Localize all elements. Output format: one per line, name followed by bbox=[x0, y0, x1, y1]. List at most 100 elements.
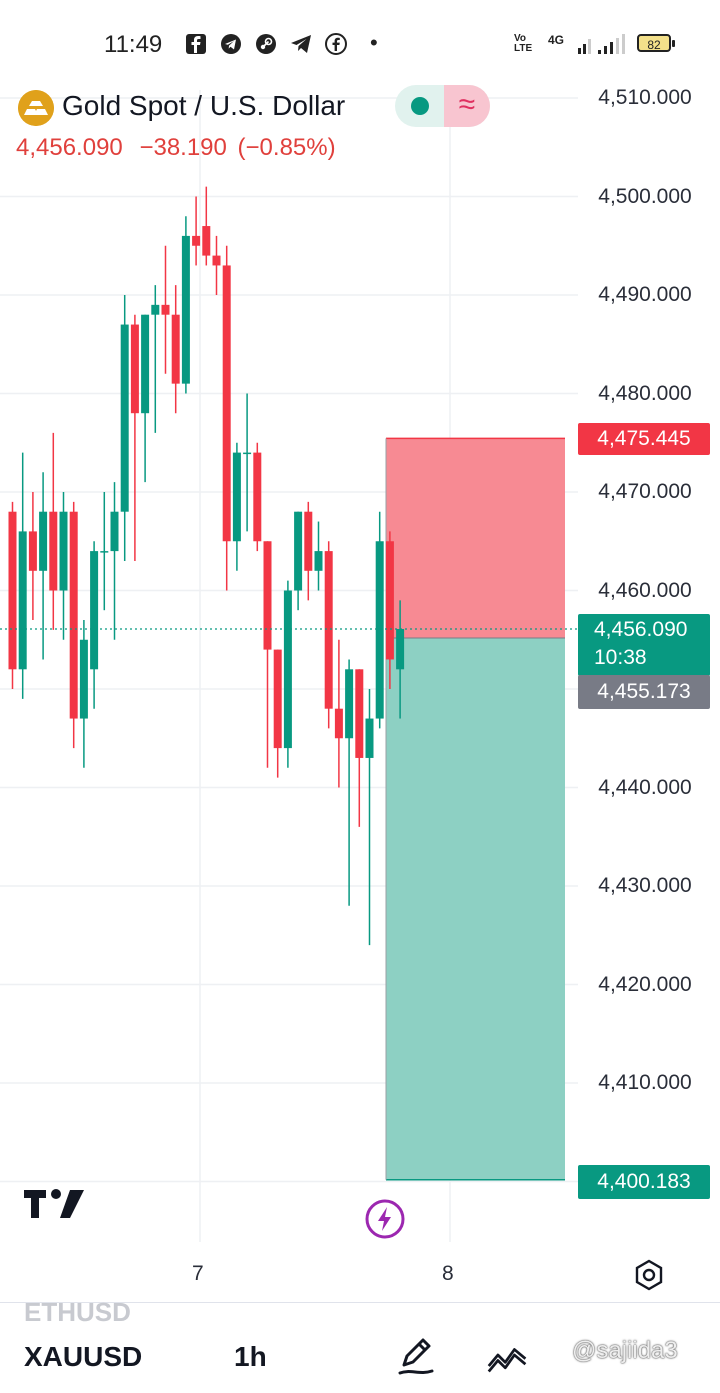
candle-body bbox=[253, 452, 262, 542]
candle bbox=[314, 521, 323, 591]
candle-body bbox=[8, 511, 17, 670]
candle-body bbox=[79, 639, 88, 719]
candle-body bbox=[294, 511, 303, 591]
candle-body bbox=[69, 511, 78, 719]
candle bbox=[28, 492, 37, 621]
chart-settings-icon[interactable] bbox=[632, 1258, 666, 1292]
candle bbox=[59, 492, 68, 640]
current-price-value: 4,456.090 bbox=[594, 618, 688, 641]
candle-body bbox=[130, 324, 139, 414]
candle-body bbox=[283, 590, 292, 749]
candle bbox=[141, 314, 150, 483]
candle-body bbox=[120, 324, 129, 512]
candle-body bbox=[141, 314, 150, 414]
chart-canvas[interactable] bbox=[0, 0, 720, 1300]
candle bbox=[79, 620, 88, 768]
candle bbox=[161, 245, 170, 374]
symbol-button[interactable]: XAUUSD bbox=[24, 1341, 143, 1372]
candle bbox=[212, 235, 221, 295]
candle bbox=[90, 541, 99, 709]
lightning-icon[interactable] bbox=[365, 1199, 405, 1239]
candle-body bbox=[375, 541, 384, 719]
quote-line: 4,456.090 −38.190 (−0.85%) bbox=[16, 134, 346, 162]
symbol-header[interactable]: Gold Spot / U.S. Dollar ≈ 4,456.090 −38.… bbox=[0, 80, 560, 170]
candle-body bbox=[263, 541, 272, 650]
target-price-badge: 4,400.183 bbox=[578, 1165, 710, 1199]
candle bbox=[181, 216, 190, 394]
candle-body bbox=[345, 669, 354, 739]
volte-indicator: Vo LTE bbox=[514, 33, 533, 54]
candle bbox=[324, 541, 333, 729]
candle bbox=[100, 492, 109, 611]
candle-body bbox=[192, 235, 201, 246]
candle-body bbox=[100, 551, 109, 553]
candle-body bbox=[171, 314, 180, 384]
candle-body bbox=[202, 226, 211, 256]
candle-body bbox=[324, 551, 333, 709]
candle bbox=[151, 285, 160, 433]
price-change-percent: (−0.85%) bbox=[237, 134, 336, 161]
candle-body bbox=[243, 452, 252, 455]
candle bbox=[192, 196, 201, 266]
instrument-title[interactable]: Gold Spot / U.S. Dollar bbox=[62, 90, 346, 121]
price-axis-label: 4,490.000 bbox=[598, 283, 692, 306]
interval-button[interactable]: 1h bbox=[234, 1341, 267, 1372]
price-axis-label: 4,500.000 bbox=[598, 184, 692, 208]
telegram-icon bbox=[221, 34, 241, 54]
candle bbox=[334, 639, 343, 788]
position-zones bbox=[385, 437, 565, 1181]
tradingview-logo-icon[interactable] bbox=[22, 1186, 86, 1220]
market-status-pill[interactable]: ≈ bbox=[395, 85, 490, 127]
network-type: 4G bbox=[548, 33, 565, 47]
candle bbox=[243, 393, 252, 532]
wave-icon: ≈ bbox=[444, 85, 490, 127]
candle bbox=[69, 501, 78, 749]
candle bbox=[222, 245, 231, 591]
candle-body bbox=[385, 541, 394, 660]
price-axis-label: 4,480.000 bbox=[598, 381, 692, 405]
signal-icon-2 bbox=[598, 34, 625, 54]
indicators-icon[interactable] bbox=[486, 1333, 530, 1377]
price-axis-label: 4,470.000 bbox=[598, 480, 692, 503]
candle-body bbox=[110, 511, 119, 552]
candle bbox=[110, 482, 119, 640]
candle bbox=[171, 285, 180, 414]
candle bbox=[49, 432, 58, 630]
candle-body bbox=[181, 235, 190, 384]
candle-body bbox=[273, 649, 282, 749]
watermark: @sajiida3 bbox=[572, 1337, 678, 1364]
candle-body bbox=[232, 452, 241, 542]
candle bbox=[375, 511, 384, 729]
candle bbox=[120, 295, 129, 561]
candle bbox=[232, 442, 241, 571]
x-axis-label-day-8: 8 bbox=[442, 1262, 454, 1285]
drawing-tool-icon[interactable] bbox=[394, 1333, 438, 1377]
candles bbox=[8, 186, 405, 946]
candle bbox=[273, 649, 282, 778]
candle bbox=[18, 452, 27, 699]
candle bbox=[304, 501, 313, 601]
bottom-toolbar: ETHUSD XAUUSD 1h @sajiida3 bbox=[0, 1297, 720, 1393]
candle bbox=[396, 600, 405, 719]
candle-body bbox=[161, 304, 170, 315]
steam-icon bbox=[256, 34, 276, 54]
signal-icon bbox=[578, 39, 591, 54]
last-price: 4,456.090 bbox=[16, 134, 123, 161]
battery-indicator: 82 bbox=[637, 34, 675, 52]
candle-body bbox=[334, 708, 343, 739]
notification-dot: • bbox=[370, 30, 378, 55]
candle bbox=[294, 511, 303, 611]
candle bbox=[345, 659, 354, 906]
candle-body bbox=[151, 304, 160, 315]
candle-body bbox=[28, 531, 37, 571]
previous-symbol-ghost: ETHUSD bbox=[24, 1297, 131, 1327]
candle bbox=[202, 186, 211, 266]
candle bbox=[385, 531, 394, 689]
candle bbox=[130, 314, 139, 561]
status-bar: 11:49 • Vo LTE 4G 82 bbox=[0, 0, 720, 90]
candle bbox=[263, 541, 272, 768]
facebook-icon bbox=[186, 34, 206, 54]
candle bbox=[283, 580, 292, 768]
candle-body bbox=[59, 511, 68, 591]
facebook-circle-icon bbox=[325, 33, 347, 55]
